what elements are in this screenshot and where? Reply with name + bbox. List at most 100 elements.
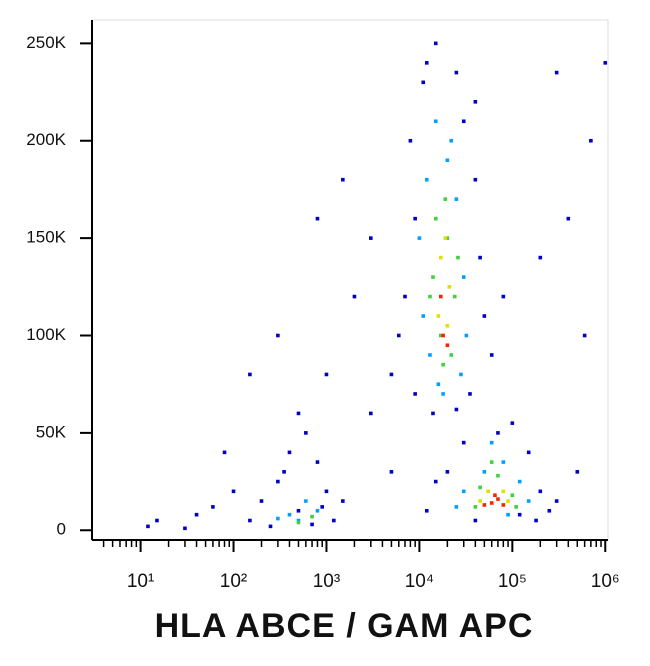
y-tick-label: 250K: [26, 33, 66, 52]
point: [424, 177, 429, 182]
point: [454, 505, 459, 509]
point: [332, 518, 336, 523]
x-tick-label: 10⁶: [591, 571, 620, 592]
point: [439, 333, 443, 338]
point: [315, 508, 320, 513]
point: [501, 503, 506, 507]
point: [547, 508, 552, 513]
point: [501, 489, 506, 494]
point: [473, 99, 478, 104]
point: [473, 505, 478, 509]
point: [493, 493, 497, 498]
point: [324, 489, 329, 494]
point: [287, 512, 292, 517]
point: [538, 489, 543, 494]
point: [496, 473, 500, 478]
point: [449, 138, 454, 143]
point: [461, 119, 466, 124]
point: [276, 479, 280, 484]
y-tick-label: 100K: [26, 325, 66, 344]
point: [431, 411, 435, 416]
point: [538, 255, 543, 260]
point: [449, 353, 454, 357]
point: [296, 508, 301, 513]
point: [436, 314, 441, 318]
point: [473, 518, 478, 523]
point: [443, 236, 448, 240]
y-tick-label: 0: [57, 520, 66, 539]
point: [445, 470, 450, 474]
point: [421, 314, 426, 318]
point: [282, 470, 286, 474]
point: [248, 372, 252, 377]
point: [461, 275, 466, 279]
y-tick-label: 200K: [26, 130, 66, 149]
x-tick-label: 10⁵: [498, 571, 527, 592]
point: [464, 333, 469, 338]
point: [445, 343, 450, 348]
point: [431, 275, 435, 279]
point: [231, 489, 236, 494]
point: [445, 158, 450, 163]
point: [341, 499, 345, 503]
point: [324, 372, 329, 377]
point: [369, 411, 373, 416]
point: [526, 450, 531, 455]
point: [506, 512, 510, 517]
point: [369, 236, 373, 240]
point: [428, 353, 432, 357]
point: [447, 285, 452, 289]
point: [501, 294, 506, 299]
point: [441, 392, 445, 396]
point: [456, 255, 460, 260]
point: [433, 41, 438, 46]
point: [287, 450, 292, 455]
x-tick-label: 10⁴: [405, 571, 434, 592]
point: [452, 294, 457, 299]
point: [417, 236, 422, 240]
point: [589, 138, 593, 143]
point: [194, 512, 199, 517]
point: [341, 177, 345, 182]
point: [310, 522, 314, 527]
point: [413, 392, 417, 396]
point: [489, 353, 494, 357]
point: [408, 138, 413, 143]
point: [211, 505, 215, 509]
point: [566, 216, 571, 221]
point: [259, 499, 264, 503]
point: [413, 216, 417, 221]
point: [433, 216, 438, 221]
point: [489, 460, 494, 464]
point: [441, 362, 445, 367]
point: [439, 255, 443, 260]
point: [496, 431, 500, 435]
point: [183, 526, 187, 531]
point: [554, 70, 559, 75]
point: [424, 508, 429, 513]
point: [441, 333, 445, 338]
point: [433, 479, 438, 484]
point: [304, 499, 308, 503]
point: [433, 119, 438, 124]
point: [478, 255, 482, 260]
point: [315, 216, 320, 221]
point: [403, 294, 407, 299]
y-tick-label: 150K: [26, 228, 66, 247]
point: [517, 479, 522, 484]
point: [496, 497, 500, 501]
point: [478, 485, 482, 490]
point: [268, 524, 273, 529]
point: [510, 493, 515, 498]
point: [445, 236, 450, 240]
point: [296, 518, 301, 523]
y-tick-label: 50K: [36, 422, 67, 441]
point: [296, 411, 301, 416]
point: [315, 460, 320, 464]
point: [582, 333, 587, 338]
point: [510, 421, 515, 425]
point: [482, 314, 487, 318]
point: [468, 392, 472, 396]
point: [478, 499, 482, 503]
